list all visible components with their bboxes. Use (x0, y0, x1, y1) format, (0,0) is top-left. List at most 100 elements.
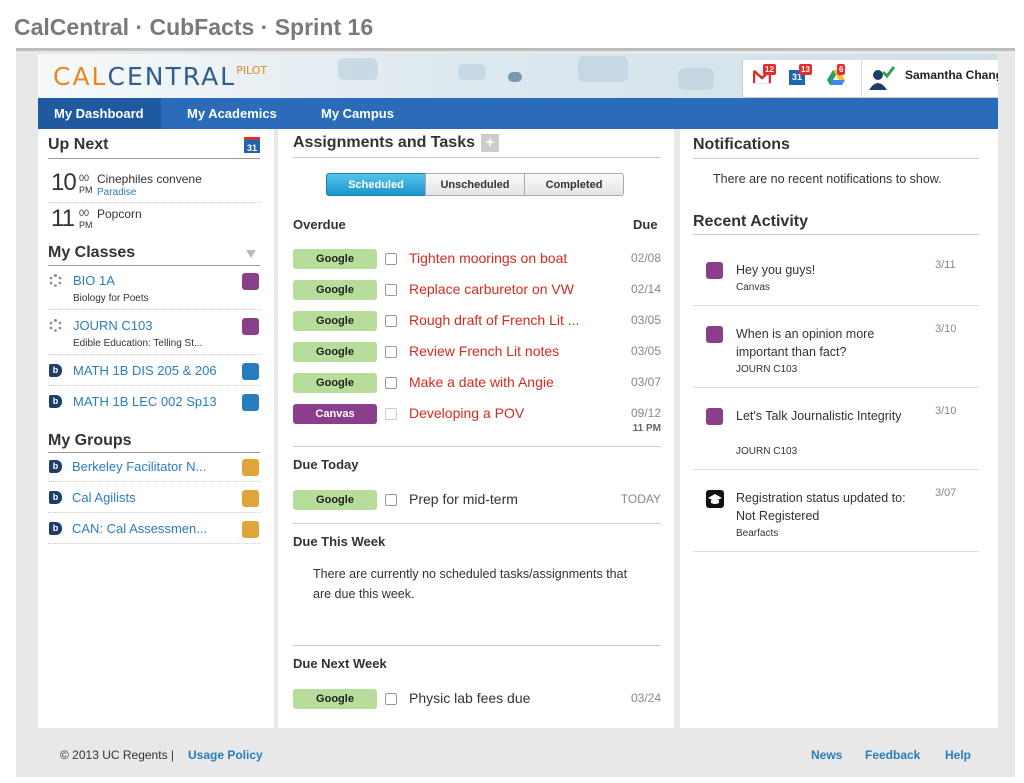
group-color-swatch (242, 490, 259, 507)
source-badge: Google (293, 373, 377, 393)
event-hour: 10 (51, 169, 77, 196)
help-link[interactable]: Help (945, 748, 972, 762)
source-badge: Google (293, 490, 377, 510)
event-minutes: 00 (79, 173, 90, 183)
event-minutes: 00 (79, 208, 90, 218)
task-due-date: 03/05 (630, 313, 661, 327)
user-status-icon[interactable] (869, 66, 896, 90)
task-checkbox[interactable] (385, 346, 397, 358)
class-subtitle: Biology for Poets (73, 293, 149, 304)
class-link[interactable]: MATH 1B DIS 205 & 206 (73, 363, 217, 378)
event-ampm: PM (79, 185, 93, 195)
calendar-icon[interactable]: 31 (244, 137, 260, 153)
task-due-date: 03/07 (630, 375, 661, 389)
class-link[interactable]: BIO 1A (73, 273, 115, 288)
add-task-button[interactable]: + (481, 134, 499, 152)
task-title[interactable]: Make a date with Angie (409, 374, 554, 390)
recent-activity-title: Recent Activity (693, 213, 808, 230)
footer: © 2013 UC Regents | Usage Policy News Fe… (16, 728, 1015, 777)
due-this-week-heading: Due This Week (293, 534, 386, 549)
news-link[interactable]: News (811, 748, 843, 762)
tab-completed[interactable]: Completed (524, 173, 624, 196)
due-this-week-empty: There are currently no scheduled tasks/a… (313, 567, 628, 601)
activity-title: When is an opinion more important than f… (736, 327, 875, 359)
task-due-date: 02/08 (630, 251, 661, 265)
gmail-badge: 12 (763, 64, 776, 75)
group-link[interactable]: Cal Agilists (72, 490, 136, 505)
tab-unscheduled[interactable]: Unscheduled (425, 173, 525, 196)
bspace-icon: b (49, 491, 62, 504)
class-link[interactable]: JOURN C103 (73, 318, 153, 333)
my-groups-title: My Groups (48, 432, 132, 449)
logo-pilot: PILOT (236, 64, 268, 77)
task-title[interactable]: Rough draft of French Lit ... (409, 312, 580, 328)
tab-my-dashboard[interactable]: My Dashboard (38, 98, 161, 129)
assignments-title: Assignments and Tasks (293, 134, 475, 151)
task-checkbox[interactable] (385, 315, 397, 327)
task-due-date: 03/24 (630, 691, 661, 705)
task-title[interactable]: Prep for mid-term (409, 491, 518, 507)
task-checkbox[interactable] (385, 693, 397, 705)
class-color-swatch (242, 363, 259, 380)
logo-central: CENTRAL (107, 62, 237, 91)
canvas-swatch (706, 262, 723, 279)
task-title[interactable]: Developing a POV (409, 405, 525, 421)
bspace-icon: b (49, 460, 62, 473)
tab-my-academics[interactable]: My Academics (187, 106, 277, 121)
tab-my-campus[interactable]: My Campus (321, 106, 394, 121)
collapse-arrow-icon[interactable] (246, 250, 256, 258)
usage-policy-link[interactable]: Usage Policy (188, 748, 263, 762)
group-color-swatch (242, 459, 259, 476)
calcentral-logo[interactable]: CALCENTRALPILOT (53, 62, 267, 91)
task-title[interactable]: Replace carburetor on VW (409, 281, 574, 297)
calendar-icon[interactable]: 31 13 (789, 64, 812, 86)
app-frame: CALCENTRALPILOT 12 31 13 6 Samantha Chan… (16, 48, 1015, 777)
activity-date: 3/07 (935, 487, 957, 499)
task-checkbox[interactable] (385, 253, 397, 265)
right-column: Notifications There are no recent notifi… (680, 129, 998, 729)
activity-title: Let's Talk Journalistic Integrity (736, 409, 902, 423)
drive-badge: 6 (837, 64, 846, 75)
tab-scheduled[interactable]: Scheduled (326, 173, 426, 196)
task-checkbox[interactable] (385, 377, 397, 389)
task-checkbox[interactable] (385, 284, 397, 296)
logo-cal: CAL (53, 62, 108, 91)
group-color-swatch (242, 521, 259, 538)
drive-icon[interactable]: 6 (827, 64, 846, 86)
loading-spinner-icon (49, 319, 62, 332)
feedback-link[interactable]: Feedback (865, 748, 921, 762)
event-name: Cinephiles convene (97, 172, 202, 186)
activity-date: 3/10 (935, 323, 957, 335)
bspace-icon: b (49, 522, 62, 535)
main-nav: My Dashboard My Academics My Campus (38, 98, 998, 129)
gmail-icon[interactable]: 12 (752, 64, 776, 86)
notifications-empty: There are no recent notifications to sho… (713, 172, 942, 186)
activity-source: Canvas (736, 282, 770, 293)
user-menu[interactable]: Samantha Chang (905, 68, 998, 82)
app-header: CALCENTRALPILOT 12 31 13 6 Samantha Chan… (38, 54, 998, 98)
task-title[interactable]: Review French Lit notes (409, 343, 560, 359)
notifications-title: Notifications (693, 136, 790, 153)
top-toolbar: 12 31 13 6 Samantha Chang (742, 60, 998, 98)
task-checkbox (385, 408, 397, 420)
deck-title: CalCentral · CubFacts · Sprint 16 (14, 14, 374, 40)
activity-date: 3/10 (935, 405, 957, 417)
group-link[interactable]: CAN: Cal Assessmen... (72, 521, 208, 536)
task-title[interactable]: Tighten moorings on boat (409, 250, 568, 266)
graduation-cap-icon (706, 490, 724, 508)
task-checkbox[interactable] (385, 494, 397, 506)
task-due-date: 03/05 (630, 344, 661, 358)
due-next-week-heading: Due Next Week (293, 656, 387, 671)
group-link[interactable]: Berkeley Facilitator N... (72, 459, 207, 474)
source-badge: Google (293, 280, 377, 300)
activity-source: Bearfacts (736, 528, 779, 539)
left-column: Up Next 31 10 00 PM Cinephiles convene P… (38, 129, 274, 729)
class-link[interactable]: MATH 1B LEC 002 Sp13 (73, 394, 217, 409)
task-title[interactable]: Physic lab fees due (409, 690, 531, 706)
class-color-swatch (242, 273, 259, 290)
overdue-heading: Overdue (293, 217, 346, 232)
activity-date: 3/11 (935, 259, 956, 271)
my-classes-title: My Classes (48, 244, 136, 261)
event-location[interactable]: Paradise (97, 187, 137, 198)
task-due-time: 11 PM (632, 423, 661, 434)
